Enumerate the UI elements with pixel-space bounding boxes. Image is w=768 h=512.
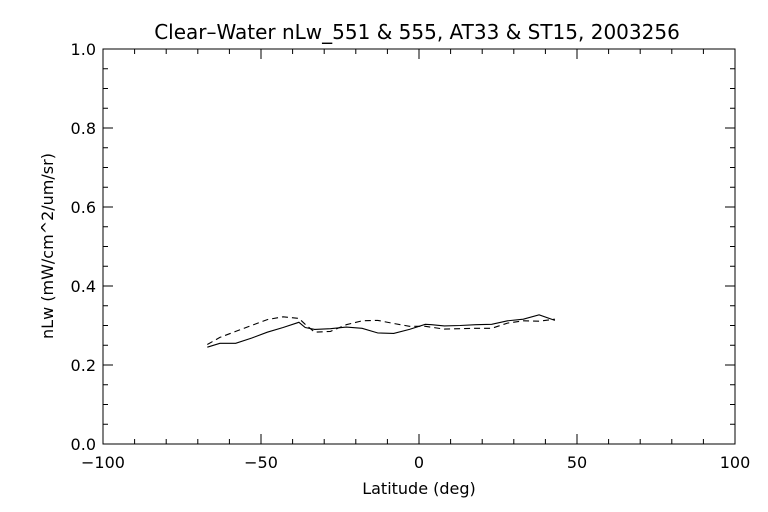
x-axis-title: Latitude (deg)	[362, 479, 476, 498]
x-tick-label: 100	[720, 453, 751, 472]
y-tick-label: 0.0	[71, 435, 96, 454]
x-tick-label: 50	[567, 453, 587, 472]
y-tick-labels: 0.0 0.2 0.4 0.6 0.8 1.0	[71, 40, 96, 454]
y-tick-label: 1.0	[71, 40, 96, 59]
chart-title: Clear–Water nLw_551 & 555, AT33 & ST15, …	[154, 20, 680, 44]
y-tick-label: 0.8	[71, 119, 96, 138]
x-tick-label: 0	[414, 453, 424, 472]
series-solid-line	[207, 314, 556, 348]
series-group	[207, 314, 556, 348]
y-axis-title: nLw (mW/cm^2/um/sr)	[38, 153, 57, 339]
axis-ticks	[102, 48, 736, 445]
y-tick-label: 0.2	[71, 356, 96, 375]
x-tick-labels: −100 −50 0 50 100	[81, 453, 750, 472]
x-tick-label: −100	[81, 453, 125, 472]
plot-frame	[102, 48, 736, 445]
series-dashed-line	[207, 316, 555, 345]
y-tick-label: 0.4	[71, 277, 96, 296]
x-tick-label: −50	[244, 453, 278, 472]
y-tick-label: 0.6	[71, 198, 96, 217]
